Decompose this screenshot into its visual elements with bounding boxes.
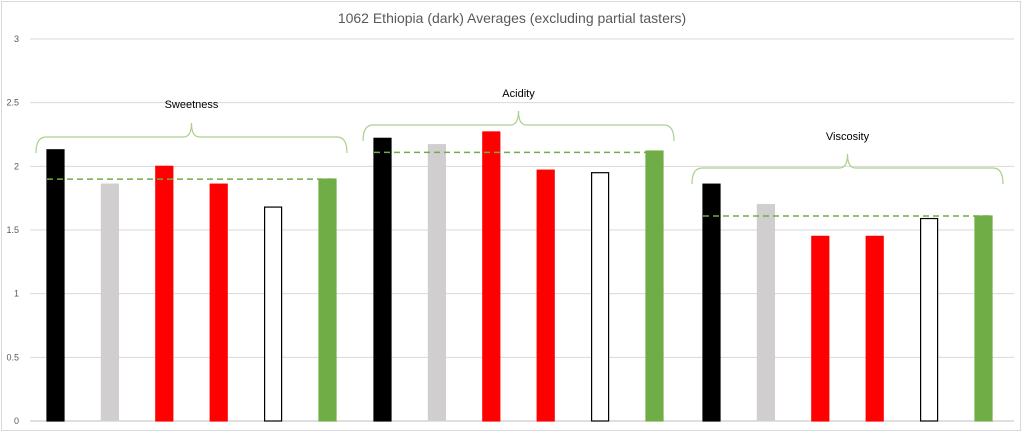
bar <box>373 137 392 422</box>
bar <box>536 169 555 422</box>
y-tick-label: 2.5 <box>6 98 19 108</box>
bar <box>702 183 721 422</box>
bar <box>645 150 664 422</box>
group-brace <box>691 153 1004 185</box>
bar <box>756 203 776 422</box>
y-tick-label: 1.5 <box>6 225 19 235</box>
y-tick-label: 2 <box>14 161 19 171</box>
y-tick-label: 0.5 <box>6 352 19 362</box>
bar <box>100 183 120 422</box>
bar <box>919 217 939 422</box>
bar <box>46 149 65 422</box>
group-brace <box>362 110 675 142</box>
group-label: Sweetness <box>165 99 219 111</box>
bar <box>318 178 337 422</box>
bar <box>155 165 174 422</box>
group-label: Acidity <box>502 88 535 100</box>
group-brace <box>35 122 348 154</box>
bar <box>264 206 283 422</box>
chart-title: 1062 Ethiopia (dark) Averages (excluding… <box>337 10 687 26</box>
y-tick-label: 3 <box>14 34 19 44</box>
bar <box>482 131 501 422</box>
bar <box>811 235 830 422</box>
bar <box>974 215 993 422</box>
group-label: Viscosity <box>826 131 870 143</box>
y-tick-label: 0 <box>14 416 19 426</box>
bar <box>209 183 228 422</box>
bar <box>427 144 446 422</box>
bar <box>865 235 884 422</box>
y-tick-label: 1 <box>14 289 19 299</box>
bar <box>590 172 610 422</box>
